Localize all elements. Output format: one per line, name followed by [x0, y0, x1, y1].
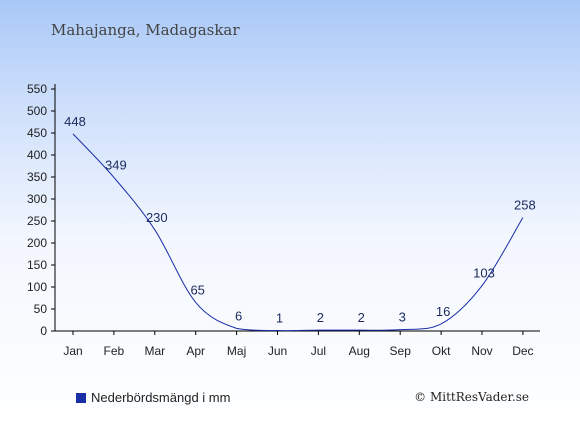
- data-label: 1: [276, 311, 283, 326]
- x-tick-label: Feb: [104, 344, 125, 358]
- data-label: 103: [473, 266, 495, 281]
- x-tick-label: Nov: [471, 344, 492, 358]
- axes: [54, 84, 540, 332]
- data-label: 2: [317, 310, 324, 325]
- y-tick-label: 450: [27, 126, 47, 140]
- data-label: 349: [105, 157, 127, 172]
- legend: Nederbördsmängd i mm: [76, 390, 230, 405]
- data-label: 2: [358, 310, 365, 325]
- legend-swatch: [76, 392, 86, 403]
- data-label: 16: [436, 304, 450, 319]
- y-tick-label: 550: [27, 82, 47, 96]
- x-axis-ticks: Jan Feb Mar Apr Maj Jun Jul Aug Sep Okt Nov Dec: [63, 331, 534, 358]
- y-tick-label: 150: [27, 258, 47, 272]
- credit-text: © MittResVader.se: [414, 390, 529, 404]
- x-tick-label: Mar: [144, 344, 165, 358]
- data-label: 448: [64, 114, 86, 129]
- y-tick-label: 350: [27, 170, 47, 184]
- y-tick-label: 500: [27, 104, 47, 118]
- x-tick-label: Maj: [227, 344, 246, 358]
- x-tick-label: Aug: [349, 344, 370, 358]
- data-label: 6: [235, 308, 242, 323]
- x-tick-label: Apr: [186, 344, 205, 358]
- data-label: 3: [399, 310, 406, 325]
- data-labels: 448 349 230 65 6 1 2 2 3 16 103 258: [64, 114, 536, 326]
- chart-title: Mahajanga, Madagaskar: [51, 21, 240, 39]
- x-tick-label: Dec: [512, 344, 533, 358]
- precipitation-chart: 0 50 100 150 200 250 300 350 400 450 500 550 Jan Feb…: [27, 82, 540, 358]
- data-label: 65: [190, 282, 204, 297]
- x-tick-label: Sep: [390, 344, 412, 358]
- y-tick-label: 400: [27, 148, 47, 162]
- y-tick-label: 300: [27, 192, 47, 206]
- x-tick-label: Jun: [268, 344, 287, 358]
- y-tick-label: 50: [34, 302, 48, 316]
- y-axis-ticks: 0 50 100 150 200 250 300 350 400 450 500 550: [27, 82, 55, 338]
- data-label: 230: [146, 210, 168, 225]
- x-tick-label: Okt: [432, 344, 451, 358]
- y-tick-label: 0: [40, 324, 47, 338]
- y-tick-label: 250: [27, 214, 47, 228]
- data-label: 258: [514, 197, 536, 212]
- y-tick-label: 200: [27, 236, 47, 250]
- legend-label: Nederbördsmängd i mm: [91, 390, 231, 405]
- y-tick-label: 100: [27, 280, 47, 294]
- x-tick-label: Jul: [311, 344, 326, 358]
- precipitation-line: [72, 133, 524, 332]
- x-tick-label: Jan: [63, 344, 82, 358]
